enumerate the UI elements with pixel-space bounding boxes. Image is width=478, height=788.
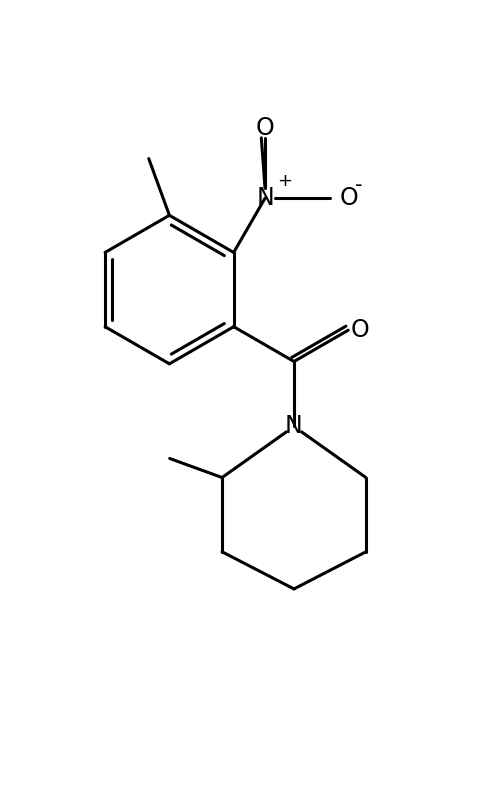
Text: N: N bbox=[285, 414, 303, 438]
Text: O: O bbox=[339, 186, 358, 210]
Text: N: N bbox=[256, 186, 274, 210]
Text: O: O bbox=[350, 318, 369, 342]
Text: +: + bbox=[277, 172, 292, 190]
Text: -: - bbox=[355, 175, 362, 195]
Text: O: O bbox=[256, 116, 274, 139]
